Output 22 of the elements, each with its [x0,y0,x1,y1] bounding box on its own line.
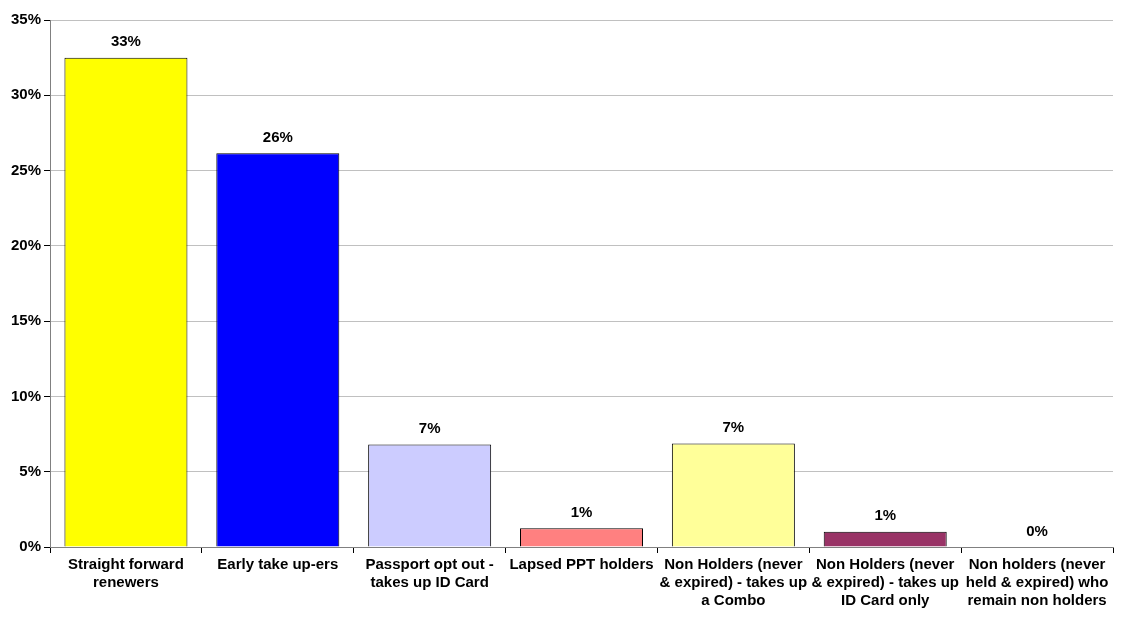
x-tick-label: Straight forward renewers [68,555,184,591]
x-tick-label: Lapsed PPT holders [509,555,654,573]
data-label: 7% [418,419,441,437]
data-label: 7% [722,418,745,436]
y-tick-label: 5% [19,461,42,479]
x-tick-label: Passport opt out - takes up ID Card [365,555,494,591]
data-label: 33% [110,32,141,50]
x-tick-label: Non holders (never held & expired) who remain non holders [965,555,1109,609]
y-tick-label: 20% [10,236,42,253]
x-tick-label: Non Holders (never & expired) - takes up ID Card only [811,555,959,609]
y-tick-label: 35% [10,10,42,28]
y-tick-label: 0% [19,537,42,555]
y-tick-label: 10% [10,386,42,404]
y-tick-label: 30% [10,85,42,103]
data-label: 0% [1026,521,1048,539]
data-label: 26% [262,127,293,145]
data-label: 1% [874,506,897,524]
data-label: 1% [570,502,593,520]
y-tick-label: 15% [10,311,42,329]
x-tick-label: Non Holders (never & expired) - takes up a Combo [659,555,808,609]
x-tick-label: Early take up-ers [217,555,339,573]
y-tick-label: 25% [10,160,42,178]
